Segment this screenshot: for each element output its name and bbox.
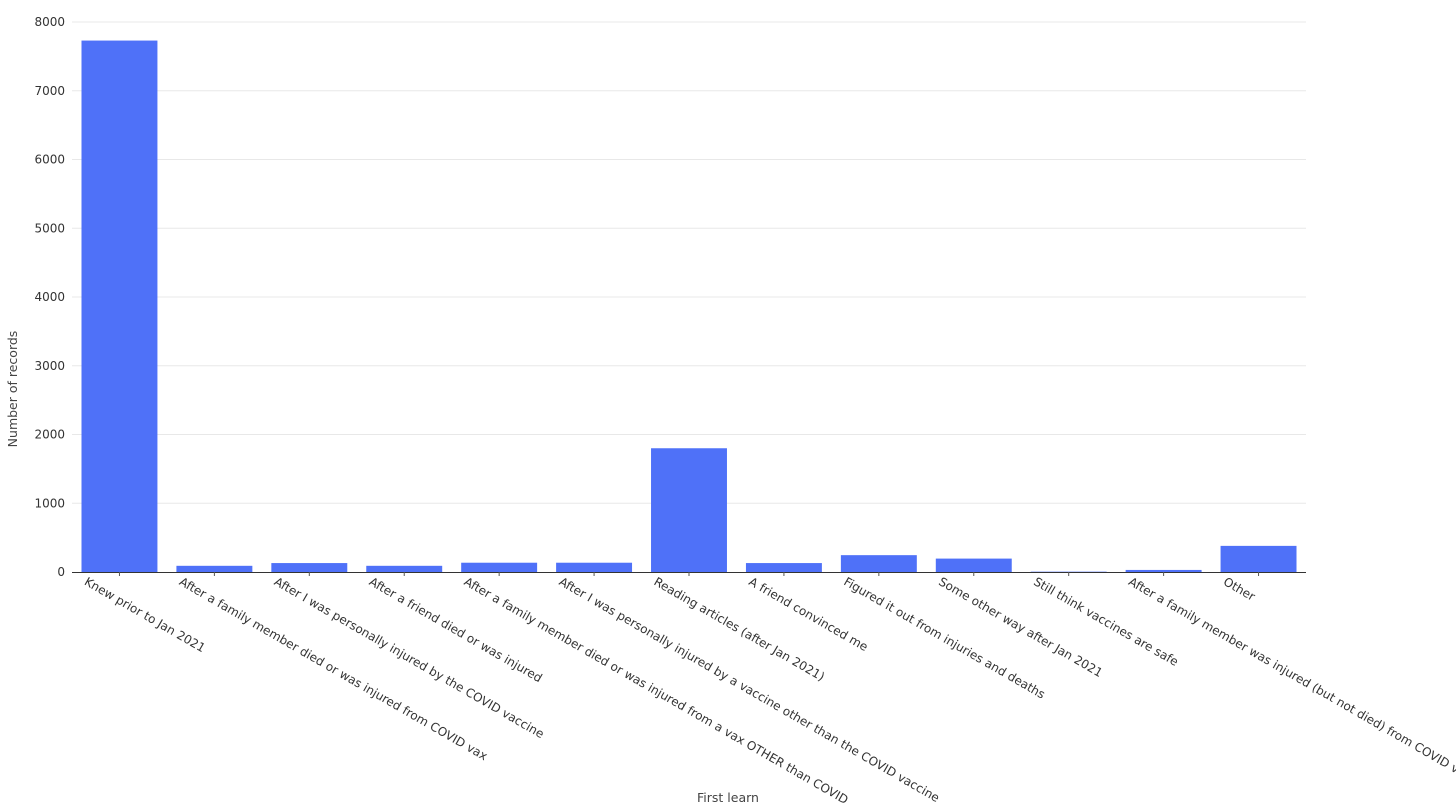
y-tick-label: 2000: [34, 428, 65, 442]
y-tick-label: 7000: [34, 84, 65, 98]
bar[interactable]: [271, 563, 348, 572]
bar[interactable]: [1125, 569, 1202, 572]
y-tick-label: 3000: [34, 359, 65, 373]
bar[interactable]: [81, 40, 158, 572]
x-tick-label: Other: [1221, 574, 1258, 603]
bar[interactable]: [1220, 545, 1297, 572]
x-tick-label: After a family member was injured (but n…: [1126, 574, 1456, 783]
bar[interactable]: [840, 555, 917, 572]
y-tick-label: 8000: [34, 15, 65, 29]
y-tick-label: 6000: [34, 153, 65, 167]
y-tick-label: 0: [57, 565, 65, 579]
bar[interactable]: [366, 565, 443, 572]
x-tick-label: Reading articles (after Jan 2021): [652, 574, 828, 683]
y-tick-labels: 0 1000 2000 3000 4000 5000 6000 7000 8000: [34, 15, 1260, 579]
bars: [81, 40, 1297, 572]
bar[interactable]: [461, 562, 538, 572]
y-tick-label: 5000: [34, 221, 65, 235]
y-tick-label: 1000: [34, 496, 65, 510]
x-tick-label: Some other way after Jan 2021: [936, 574, 1105, 680]
bar[interactable]: [651, 448, 727, 572]
gridlines: [72, 21, 1306, 504]
bar[interactable]: [935, 558, 1012, 572]
y-tick-label: 4000: [34, 290, 65, 304]
y-axis-title: Number of records: [5, 331, 20, 448]
x-tick-label: Figured it out from injuries and deaths: [841, 574, 1047, 701]
x-tick-label: After a friend died or was injured: [367, 574, 545, 685]
bar[interactable]: [176, 565, 253, 572]
x-axis-title: First learn: [697, 790, 759, 805]
bar[interactable]: [745, 563, 822, 572]
bar[interactable]: [556, 562, 633, 572]
